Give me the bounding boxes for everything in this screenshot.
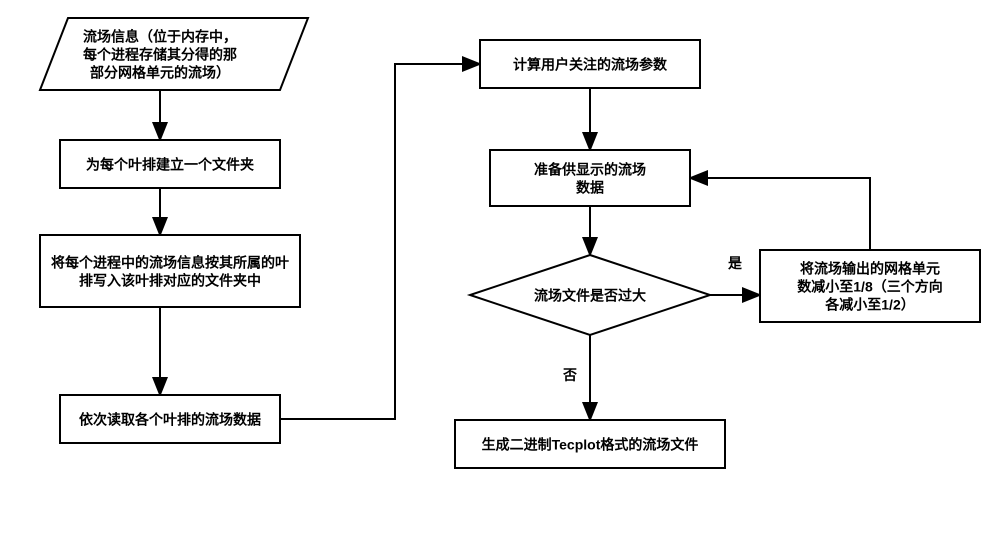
node-g-line-2: 各减小至1/2） (824, 297, 914, 313)
node-e-line-1: 数据 (576, 180, 604, 196)
node-a: 为每个叶排建立一个文件夹 (60, 140, 280, 188)
node-h-line-0: 生成二进制Tecplot格式的流场文件 (482, 437, 699, 453)
flowchart-canvas: 是否 流场信息（位于内存中， 每个进程存储其分得的那部分网格单元的流场） 为每个叶排… (0, 0, 1000, 536)
node-e: 准备供显示的流场数据 (490, 150, 690, 206)
node-f: 流场文件是否过大 (470, 255, 710, 335)
node-start-line-2: 部分网格单元的流场） (90, 65, 230, 81)
node-start-line-0: 流场信息（位于内存中， (83, 29, 237, 45)
node-b-line-1: 排写入该叶排对应的文件夹中 (79, 273, 261, 289)
node-c: 依次读取各个叶排的流场数据 (60, 395, 280, 443)
edge-c-d (280, 64, 480, 419)
edge-label-f-h: 否 (562, 367, 577, 383)
node-start-line-1: 每个进程存储其分得的那 (83, 47, 237, 63)
node-g-line-1: 数减小至1/8（三个方向 (797, 279, 942, 295)
node-d: 计算用户关注的流场参数 (480, 40, 700, 88)
node-c-line-0: 依次读取各个叶排的流场数据 (79, 412, 261, 428)
node-g-line-0: 将流场输出的网格单元 (800, 261, 940, 277)
node-f-line-0: 流场文件是否过大 (534, 288, 646, 304)
node-b: 将每个进程中的流场信息按其所属的叶排写入该叶排对应的文件夹中 (40, 235, 300, 307)
edge-label-f-g: 是 (728, 255, 743, 271)
node-start: 流场信息（位于内存中， 每个进程存储其分得的那部分网格单元的流场） (40, 18, 308, 90)
node-d-line-0: 计算用户关注的流场参数 (513, 57, 668, 73)
node-a-line-0: 为每个叶排建立一个文件夹 (86, 157, 254, 173)
node-h: 生成二进制Tecplot格式的流场文件 (455, 420, 725, 468)
node-e-line-0: 准备供显示的流场 (534, 162, 646, 178)
node-g: 将流场输出的网格单元数减小至1/8（三个方向各减小至1/2） (760, 250, 980, 322)
node-b-line-0: 将每个进程中的流场信息按其所属的叶 (51, 255, 289, 271)
edge-g-e (690, 178, 870, 250)
